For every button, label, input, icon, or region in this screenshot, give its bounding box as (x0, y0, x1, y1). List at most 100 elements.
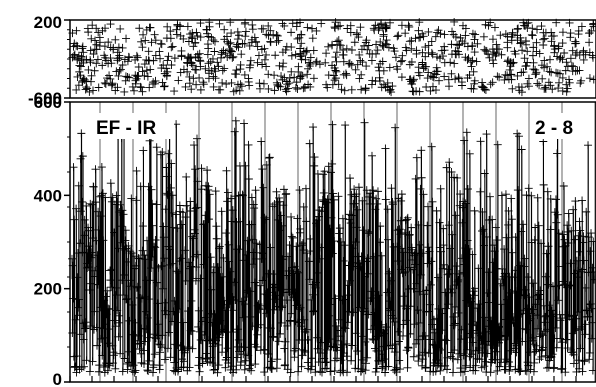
top-data-point (209, 82, 218, 91)
top-data-point (324, 42, 333, 51)
top-data-point (469, 67, 478, 76)
top-data-point (225, 45, 234, 54)
top-data-point (356, 23, 365, 32)
top-data-point (89, 86, 98, 95)
top-data-point (73, 55, 82, 64)
top-data-point (229, 52, 238, 61)
top-data-point (363, 45, 372, 54)
top-data-point (369, 24, 378, 33)
top-data-point (114, 43, 123, 52)
top-data-point (185, 79, 194, 88)
top-data-point (336, 41, 345, 50)
top-data-point (235, 86, 244, 95)
top-data-point (92, 24, 101, 33)
top-data-point (470, 35, 479, 44)
top-data-point (390, 47, 399, 56)
top-data-point (173, 20, 182, 29)
top-data-point (519, 68, 528, 77)
top-data-point (234, 43, 243, 52)
top-data-point (210, 37, 219, 46)
top-data-point (393, 65, 402, 74)
top-data-point (113, 56, 122, 65)
top-data-point (187, 85, 196, 94)
top-data-point (504, 56, 513, 65)
top-data-point (555, 69, 564, 78)
top-data-point (143, 72, 152, 81)
top-data-point (203, 25, 212, 34)
top-data-point (486, 18, 495, 27)
top-data-point (312, 26, 321, 35)
top-data-point (545, 67, 554, 76)
top-data-point (524, 82, 533, 91)
top-data-point (463, 55, 472, 64)
top-data-point (70, 39, 79, 48)
top-data-point (156, 39, 165, 48)
top-data-point (333, 40, 342, 49)
top-data-point (164, 52, 173, 61)
top-data-point (423, 74, 432, 83)
top-data-point (191, 39, 200, 48)
top-data-point (517, 83, 526, 92)
top-data-point (565, 18, 574, 27)
top-data-point (291, 83, 300, 92)
top-data-point (166, 27, 175, 36)
top-data-point (422, 82, 431, 91)
top-data-point (524, 74, 533, 83)
top-data-point (160, 82, 169, 91)
top-data-point (463, 74, 472, 83)
top-data-point (72, 85, 81, 94)
top-data-point (503, 43, 512, 52)
top-data-point (167, 43, 176, 52)
top-data-point (145, 83, 154, 92)
top-data-point (478, 83, 487, 92)
top-data-point (260, 55, 269, 64)
top-data-point (385, 63, 394, 72)
top-data-point (226, 18, 235, 27)
top-data-point (217, 48, 226, 57)
top-data-point (199, 78, 208, 87)
top-data-point (68, 53, 77, 62)
top-data-point (177, 51, 186, 60)
top-data-point (72, 41, 81, 50)
top-data-point (535, 81, 544, 90)
top-data-point (458, 37, 467, 46)
top-data-point (142, 66, 151, 75)
top-data-point (131, 55, 140, 64)
top-data-point (270, 86, 279, 95)
top-data-point (553, 69, 562, 78)
top-data-point (572, 48, 581, 57)
top-data-point (339, 50, 348, 59)
top-data-point (451, 32, 460, 41)
top-data-point (118, 43, 127, 52)
top-data-point (331, 24, 340, 33)
top-data-point (234, 31, 243, 40)
top-data-point (248, 25, 257, 34)
top-data-point (427, 37, 436, 46)
top-data-point (104, 38, 113, 47)
top-data-point (447, 69, 456, 78)
top-data-point (116, 65, 125, 74)
top-data-point (107, 59, 116, 68)
top-data-point (546, 81, 555, 90)
top-data-point (415, 33, 424, 42)
top-data-point (528, 31, 537, 40)
top-data-point (91, 36, 100, 45)
top-data-point (386, 85, 395, 94)
top-data-point (266, 37, 275, 46)
top-data-point (120, 87, 129, 96)
top-data-point (406, 75, 415, 84)
top-data-point (122, 34, 131, 43)
top-data-point (195, 73, 204, 82)
top-data-point (463, 42, 472, 51)
top-data-point (382, 23, 391, 32)
top-data-point (215, 19, 224, 28)
top-data-point (488, 78, 497, 87)
top-data-point (201, 64, 210, 73)
top-data-point (186, 30, 195, 39)
top-data-point (510, 47, 519, 56)
top-data-point (170, 87, 179, 96)
top-data-point (424, 27, 433, 36)
top-data-point (184, 37, 193, 46)
top-data-point (272, 38, 281, 47)
top-data-point (337, 85, 346, 94)
